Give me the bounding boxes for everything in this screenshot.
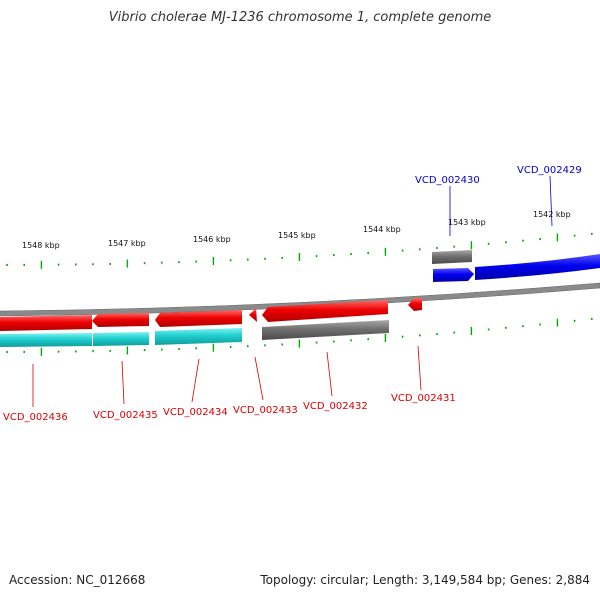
kbp-label: 1547 kbp — [108, 239, 146, 248]
gene-vcd-002429[interactable] — [475, 254, 600, 280]
kbp-label: 1546 kbp — [193, 235, 231, 244]
gene-label-vcd-002432: VCD_002432 — [303, 401, 368, 412]
gene-label-vcd-002434: VCD_002434 — [163, 407, 228, 418]
tick-row-bottom — [6, 317, 593, 356]
gene-vcd-002435[interactable] — [92, 313, 149, 327]
gene-label-vcd-002436: VCD_002436 — [3, 412, 68, 423]
leader-line — [549, 175, 553, 227]
leader-line — [326, 351, 333, 397]
kbp-label: 1544 kbp — [363, 225, 401, 234]
leader-line — [191, 358, 200, 403]
accession-text: Accession: NC_012668 — [9, 573, 146, 587]
gene-label-vcd-002430: VCD_002430 — [415, 175, 480, 186]
gene-vcd-002433[interactable] — [249, 308, 257, 322]
leader-line — [121, 360, 125, 405]
rna-feature-2[interactable] — [93, 332, 149, 346]
kbp-label: 1548 kbp — [22, 241, 60, 250]
tick-row-top — [6, 232, 593, 269]
gene-vcd-002430[interactable] — [433, 268, 474, 282]
gene-vcd-002434[interactable] — [155, 310, 242, 327]
kbp-label: 1543 kbp — [448, 218, 486, 227]
map-title: Vibrio cholerae MJ-1236 chromosome 1, co… — [108, 10, 492, 25]
gene-vcd-002432[interactable] — [262, 300, 388, 322]
genome-backbone — [0, 282, 600, 317]
gene-label-vcd-002433: VCD_002433 — [233, 405, 298, 416]
gene-label-vcd-002431: VCD_002431 — [391, 393, 456, 404]
kbp-label: 1545 kbp — [278, 231, 316, 240]
gene-vcd-002431[interactable] — [408, 298, 422, 311]
feature-gray-bottom[interactable] — [262, 320, 389, 340]
rna-feature-3[interactable] — [155, 328, 242, 345]
gene-label-vcd-002435: VCD_002435 — [93, 410, 158, 421]
genome-summary-text: Topology: circular; Length: 3,149,584 bp… — [260, 573, 590, 587]
leader-line — [417, 345, 422, 391]
rna-feature-1[interactable] — [0, 333, 92, 347]
feature-gray-top[interactable] — [432, 250, 472, 264]
gene-label-vcd-002429: VCD_002429 — [517, 165, 582, 176]
leader-line — [254, 356, 264, 401]
gene-vcd-002436[interactable] — [0, 315, 92, 331]
